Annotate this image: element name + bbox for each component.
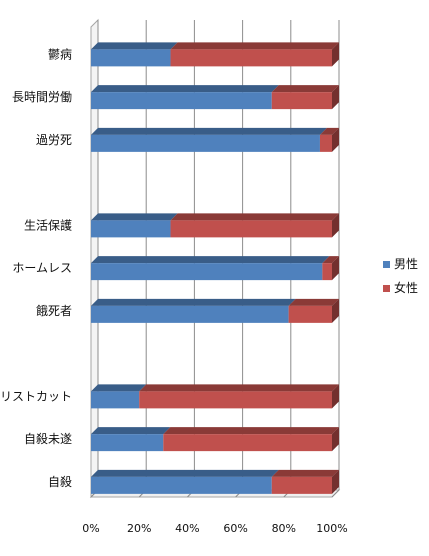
bar-top-face <box>91 213 178 221</box>
category-label: 生活保護 <box>24 217 72 232</box>
legend-label: 男性 <box>394 257 418 271</box>
bar-front-face <box>163 434 332 452</box>
bar-top-face <box>91 427 171 435</box>
bar-top-face <box>170 213 339 221</box>
bar-end-face <box>332 427 339 452</box>
x-tick-label: 40% <box>175 522 199 535</box>
bar-front-face <box>139 391 332 409</box>
bar-segment <box>91 298 296 323</box>
category-label: 長時間労働 <box>12 90 72 104</box>
bar-top-face <box>163 427 339 435</box>
bar-segment <box>322 256 339 281</box>
bar-front-face <box>322 263 332 281</box>
bar-segment <box>91 213 178 238</box>
bar-front-face <box>319 134 332 152</box>
bar-top-face <box>91 469 279 477</box>
bar-segment <box>139 384 339 409</box>
bar-front-face <box>91 134 320 152</box>
category-label: 自殺未遂 <box>24 432 72 446</box>
bar-front-face <box>91 220 171 238</box>
bar-top-face <box>91 256 330 264</box>
gridline-floor <box>331 489 340 498</box>
bar-top-face <box>322 256 339 264</box>
x-tick-label: 20% <box>127 522 151 535</box>
x-tick-label: 60% <box>223 522 247 535</box>
bar-segment <box>91 127 327 152</box>
bar-front-face <box>91 476 272 494</box>
bar-top-face <box>91 127 327 135</box>
bar-end-face <box>332 127 339 152</box>
bar-end-face <box>332 298 339 323</box>
bar-top-face <box>91 298 296 306</box>
bar-layer <box>91 42 339 494</box>
bar-end-face <box>332 213 339 238</box>
bar-top-face <box>271 469 339 477</box>
bar-end-face <box>332 85 339 110</box>
bar-front-face <box>91 305 289 323</box>
bar-segment <box>271 469 339 494</box>
category-label: 餓死者 <box>36 303 72 318</box>
bar-segment <box>170 213 339 238</box>
bar-end-face <box>332 42 339 67</box>
category-label: 自殺 <box>48 475 72 489</box>
bar-front-face <box>91 263 323 281</box>
bar-front-face <box>288 305 332 323</box>
bar-segment <box>319 127 339 152</box>
bar-segment <box>288 298 339 323</box>
bar-top-face <box>91 85 279 93</box>
x-tick-label: 100% <box>316 522 347 535</box>
bar-front-face <box>91 391 140 409</box>
bar-top-face <box>288 298 339 306</box>
category-label: ホームレス <box>12 261 72 275</box>
bar-segment <box>91 256 330 281</box>
axis-layer: 0% 20% 40% 60% 80% 100% 鬱病長時間労働過労死生活保護ホームレス餓死者… <box>0 46 348 535</box>
legend-label: 女性 <box>394 280 418 295</box>
bar-top-face <box>170 42 339 50</box>
bar-end-face <box>332 469 339 494</box>
category-label: 鬱病 <box>48 46 72 61</box>
bar-segment <box>271 85 339 110</box>
bar-top-face <box>91 42 178 50</box>
bar-segment <box>91 42 178 67</box>
category-label: リストカット <box>0 389 72 403</box>
bar-segment <box>91 85 279 110</box>
bar-end-face <box>332 256 339 281</box>
bar-segment <box>163 427 339 452</box>
x-tick-label: 0% <box>82 522 99 535</box>
bar-segment <box>91 427 171 452</box>
legend-swatch <box>383 285 390 292</box>
bar-top-face <box>319 127 339 135</box>
bar-front-face <box>271 476 332 494</box>
x-tick-label: 80% <box>272 522 296 535</box>
bar-top-face <box>91 384 147 392</box>
bar-front-face <box>271 92 332 110</box>
bar-front-face <box>91 49 171 67</box>
bar-end-face <box>332 384 339 409</box>
legend-swatch <box>383 261 390 268</box>
bar-top-face <box>139 384 339 392</box>
bar-front-face <box>170 49 332 67</box>
bar-segment <box>170 42 339 67</box>
bar-top-face <box>271 85 339 93</box>
bar-segment <box>91 469 279 494</box>
bar-front-face <box>91 434 164 452</box>
bar-front-face <box>91 92 272 110</box>
bar-front-face <box>170 220 332 238</box>
bar-segment <box>91 384 147 409</box>
category-label: 過労死 <box>36 133 72 147</box>
